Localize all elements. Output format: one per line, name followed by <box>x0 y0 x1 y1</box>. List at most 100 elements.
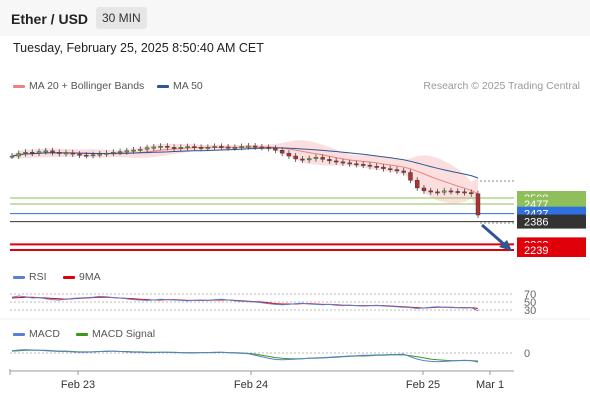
candle <box>388 168 393 171</box>
candle <box>104 152 109 155</box>
candle <box>165 145 170 148</box>
candle <box>205 147 211 149</box>
candle <box>151 146 157 149</box>
candle <box>84 154 89 157</box>
candle <box>313 157 319 159</box>
candle <box>279 150 285 154</box>
candle <box>9 155 15 158</box>
candle <box>394 169 400 172</box>
candle <box>347 162 352 165</box>
candle <box>144 147 150 150</box>
candle <box>266 147 271 149</box>
candle <box>401 170 406 173</box>
bollinger-band <box>12 140 478 210</box>
macd-zero-label: 0 <box>524 348 530 360</box>
candle <box>273 148 278 151</box>
candle <box>448 190 454 193</box>
candle <box>374 166 379 168</box>
9ma-swatch <box>63 275 75 279</box>
candle <box>381 166 386 169</box>
candle <box>455 191 460 193</box>
candle <box>232 147 238 149</box>
price-level-label: 2239 <box>524 245 548 257</box>
macd-swatch <box>13 332 25 336</box>
candle <box>117 151 123 154</box>
candle <box>23 151 28 154</box>
x-tick-label: Mar 1 <box>476 379 504 391</box>
x-tick-label: Feb 24 <box>234 379 268 391</box>
legend-9ma: 9MA <box>63 271 101 283</box>
candle <box>415 180 420 189</box>
legend-ma20-label: MA 20 + Bollinger Bands <box>29 80 145 92</box>
forecast-arrow <box>481 223 507 248</box>
candle <box>333 160 339 163</box>
candle <box>198 147 204 149</box>
price-level-tag <box>517 243 586 257</box>
candle <box>354 163 359 166</box>
candle <box>158 145 163 148</box>
price-level-label: 2386 <box>524 217 548 229</box>
legend-ma20: MA 20 + Bollinger Bands <box>13 80 144 92</box>
candle <box>475 193 481 216</box>
candle <box>111 151 116 154</box>
candle <box>306 158 312 161</box>
candle <box>408 172 413 181</box>
candle <box>192 146 197 148</box>
candle <box>138 149 143 151</box>
candle <box>57 152 62 154</box>
x-tick-label: Feb 23 <box>61 379 95 391</box>
candle <box>16 153 21 157</box>
forecast-arrowhead <box>499 240 512 251</box>
candle <box>293 155 298 160</box>
candle <box>171 147 177 149</box>
candle <box>360 164 366 166</box>
timeframe-button[interactable]: 30 MIN <box>96 7 147 29</box>
candle <box>327 159 332 162</box>
legend-macd-label: MACD <box>29 328 60 340</box>
candle <box>320 157 325 160</box>
candle <box>219 146 224 148</box>
candle <box>435 191 440 194</box>
candle <box>462 191 467 194</box>
legend-macd-signal: MACD Signal <box>76 328 155 340</box>
candle <box>212 146 217 148</box>
ma50-line <box>11 147 479 179</box>
candle <box>90 154 96 157</box>
candle <box>43 150 48 153</box>
legend-macd: MACD <box>13 328 60 340</box>
candle <box>178 147 184 149</box>
candle <box>421 187 427 192</box>
rsi-9ma-line <box>11 296 479 309</box>
ma50-swatch <box>157 84 169 88</box>
rsi-level-label: 70 <box>524 289 536 301</box>
candle <box>442 190 447 193</box>
legend-macd-signal-label: MACD Signal <box>92 328 156 340</box>
x-tick-label: Feb 25 <box>406 379 440 391</box>
candle <box>30 151 35 154</box>
candle <box>70 152 75 155</box>
candle <box>124 150 130 153</box>
macd-line <box>11 349 479 363</box>
chart-header: Ether / USD 30 MIN <box>0 0 590 36</box>
instrument-title: Ether / USD <box>11 11 89 27</box>
legend-ma50-label: MA 50 <box>173 80 203 92</box>
candle <box>36 151 42 154</box>
candle <box>252 145 258 148</box>
candle <box>239 146 244 148</box>
rsi-line <box>11 295 479 312</box>
rsi-level-label: 50 <box>524 297 536 309</box>
candle <box>225 146 231 149</box>
candle <box>246 145 251 148</box>
candle <box>97 153 102 156</box>
rsi-level-label: 30 <box>524 305 536 317</box>
ma20-swatch <box>13 84 25 88</box>
candle <box>300 158 305 161</box>
candle <box>469 192 474 194</box>
credit-text: Research © 2025 Trading Central <box>423 80 580 92</box>
legend-rsi: RSI <box>13 271 47 283</box>
candle <box>367 164 373 167</box>
macd-signal-swatch <box>76 332 88 336</box>
legend-9ma-label: 9MA <box>79 271 101 283</box>
candle <box>259 146 265 149</box>
